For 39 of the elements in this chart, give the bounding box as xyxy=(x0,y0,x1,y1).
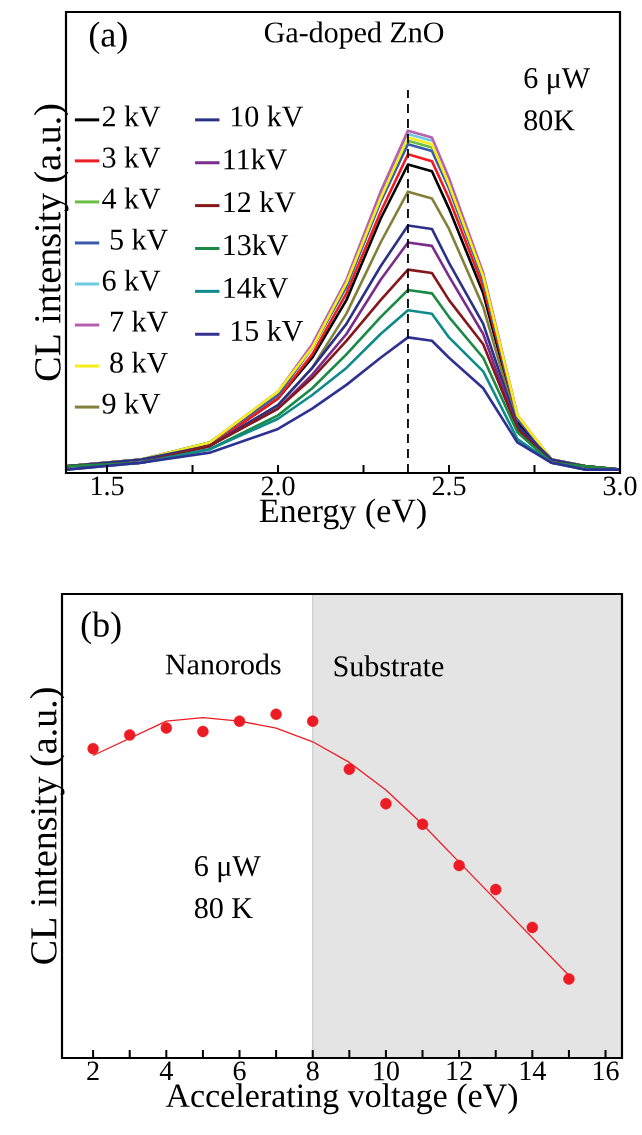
legend-label: 13kV xyxy=(224,234,289,256)
x-tick-label: 6 xyxy=(233,1061,246,1081)
legend-label: 8 kV xyxy=(110,351,168,373)
legend-label: 3 kV xyxy=(102,146,161,168)
text: 6 μW xyxy=(524,68,591,95)
legend-label: 15 kV xyxy=(231,319,304,342)
legend-label: 10 kV xyxy=(231,105,304,127)
x-axis-title: Accelerating voltage (eV) xyxy=(165,1083,518,1115)
annotation: 80 K xyxy=(194,898,253,919)
legend-label: 9 kV xyxy=(102,392,161,415)
legend-label: 11kV xyxy=(224,148,287,170)
x-axis-title: Energy (eV) xyxy=(259,498,426,530)
x-tick-label: 12 xyxy=(447,1061,472,1081)
x-tick-label: 4 xyxy=(159,1061,173,1080)
text: 80K xyxy=(524,110,575,131)
text: (a) xyxy=(89,21,127,55)
x-tick-label: 8 xyxy=(306,1061,319,1081)
x-tick-label: 14 xyxy=(520,1061,546,1081)
y-axis-title: CL intensity (a.u.) xyxy=(29,688,65,964)
x-tick-label: 2.5 xyxy=(432,476,466,496)
legend-label: 5 kV xyxy=(110,228,168,250)
legend-label: 7 kV xyxy=(111,310,168,332)
legend-label: 6 kV xyxy=(102,269,161,291)
text: Nanorods xyxy=(165,653,281,675)
x-tick-label: 1.5 xyxy=(92,476,124,496)
x-tick-label: 2 xyxy=(87,1061,99,1081)
annotation: 6 μW xyxy=(195,856,261,883)
legend-label: 14kV xyxy=(224,277,289,299)
y-axis-title: CL intensity (a.u.) xyxy=(33,104,69,381)
x-tick-label: 10 xyxy=(374,1061,399,1081)
text: Ga-doped ZnO xyxy=(264,21,444,49)
legend-label: 12 kV xyxy=(224,191,296,213)
x-tick-label: 3.0 xyxy=(603,476,637,496)
text: Substrate xyxy=(334,655,444,677)
x-tick-label: 16 xyxy=(593,1061,619,1081)
text: (b) xyxy=(81,611,121,645)
legend-label: 2 kV xyxy=(102,105,161,127)
legend-label: 4 kV xyxy=(102,187,161,209)
x-tick-label: 2.0 xyxy=(261,476,295,496)
